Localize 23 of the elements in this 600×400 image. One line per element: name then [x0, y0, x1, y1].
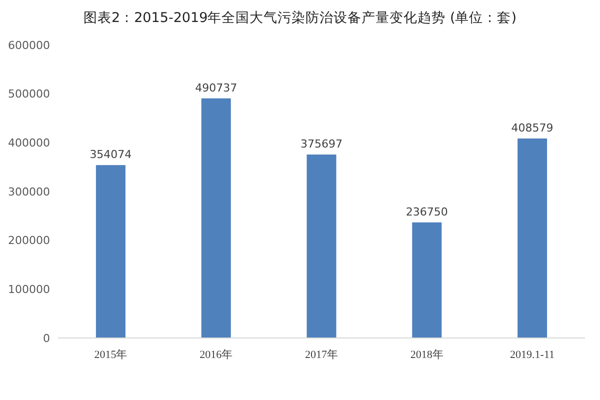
bar: [96, 165, 126, 338]
y-tick-label: 300000: [8, 185, 50, 198]
data-label: 490737: [195, 81, 238, 94]
y-tick-label: 0: [43, 332, 50, 345]
data-label: 236750: [406, 205, 448, 218]
bar: [518, 138, 548, 338]
x-tick-label: 2018年: [410, 349, 444, 361]
data-label: 408579: [511, 121, 554, 134]
bar: [412, 222, 442, 338]
y-tick-label: 500000: [8, 88, 50, 101]
bar: [201, 98, 231, 338]
y-tick-label: 400000: [8, 136, 50, 150]
chart-title: 图表2：2015-2019年全国大气污染防治设备产量变化趋势 (单位：套): [84, 10, 516, 26]
x-tick-label: 2017年: [305, 349, 338, 361]
x-tick-label: 2016年: [200, 349, 233, 361]
x-tick-label: 2015年: [94, 349, 128, 361]
y-tick-label: 600000: [8, 38, 50, 52]
data-label: 375697: [300, 138, 342, 151]
bar: [306, 154, 336, 338]
data-label: 354074: [90, 148, 132, 162]
y-tick-label: 200000: [8, 234, 50, 248]
x-tick-label: 2019.1-11: [510, 349, 555, 361]
y-tick-label: 100000: [8, 283, 50, 296]
